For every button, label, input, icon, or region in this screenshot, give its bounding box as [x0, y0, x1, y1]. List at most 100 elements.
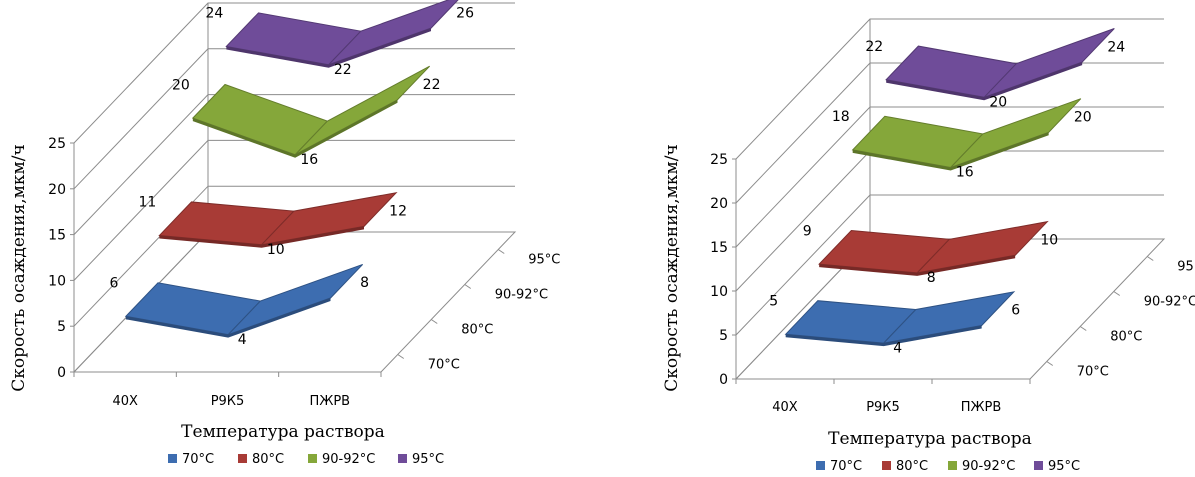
data-label: 6 [109, 276, 118, 292]
data-label: 20 [172, 77, 190, 93]
legend-swatch [816, 461, 825, 470]
ribbon-edge [886, 62, 1083, 101]
ribbon-segment [882, 291, 1016, 344]
legend: 70°C 80°C 90-92°C 95°C [168, 452, 444, 467]
data-label: 12 [389, 204, 407, 220]
legend-swatch [1034, 461, 1043, 470]
series-ribbon-1: 5 4 6 [769, 291, 1020, 356]
chart-1: 0 5 10 15 20 25 40X Р9К5 ПЖРВ 70°C 80°C 90-92°C 95°C… [9, 0, 560, 467]
series-ribbon-2: 9 8 10 [803, 220, 1058, 286]
x-tick-label: Р9К5 [866, 400, 900, 415]
x-axis-title: Температура раствора [181, 422, 385, 442]
ribbon-edge [125, 298, 331, 338]
legend-swatch [168, 454, 177, 463]
legend-swatch [398, 454, 407, 463]
x-axis-title: Температура раствора [828, 429, 1032, 449]
x-tick-label: ПЖРВ [310, 394, 351, 409]
y-tick-label: 0 [57, 365, 66, 381]
data-label: 22 [865, 39, 883, 55]
depth-tick-mark [430, 319, 438, 324]
y-tick-label: 5 [57, 319, 66, 335]
depth-tick-label: 70°C [1077, 365, 1109, 380]
legend-swatch [238, 454, 247, 463]
ribbon-edge [819, 255, 1016, 276]
legend-swatch [948, 461, 957, 470]
legend-label: 80°C [896, 459, 928, 474]
ribbon-edge [785, 325, 982, 347]
ribbon-edge [852, 132, 1049, 171]
depth-tick-label: 90-92°C [1144, 295, 1195, 310]
legend: 70°C 80°C 90-92°C 95°C [816, 459, 1080, 474]
data-label: 10 [267, 242, 285, 258]
y-axis-title: Скорость осаждения,мкм/ч [662, 144, 682, 391]
x-tick-label: Р9К5 [211, 394, 245, 409]
depth-tick-label: 90-92°C [495, 288, 548, 303]
x-tick-label: 40X [772, 400, 798, 415]
legend-label: 70°C [182, 452, 214, 467]
depth-tick-mark [1046, 361, 1054, 366]
x-tick-label: 40X [112, 394, 138, 409]
legend-swatch [308, 454, 317, 463]
data-label: 22 [334, 62, 352, 78]
depth-tick-label: 80°C [461, 323, 493, 338]
series-ribbon-4: 24 22 26 [206, 0, 474, 78]
depth-tick-label: 95°C [1177, 260, 1195, 275]
chart-2: 0 5 10 15 20 25 40X Р9К5 ПЖРВ 70°C 80°C 90-92°C 95°C… [662, 18, 1195, 474]
legend-label: 95°C [412, 452, 444, 467]
depth-tick-mark [464, 284, 472, 289]
data-label: 16 [956, 165, 974, 181]
legend-label: 90-92°C [322, 452, 375, 467]
depth-tick-mark [1113, 291, 1121, 296]
depth-tick-mark [397, 354, 405, 359]
ribbon-segment [260, 192, 398, 246]
depth-tick-label: 95°C [528, 253, 560, 268]
depth-tick-label: 80°C [1110, 330, 1142, 345]
y-tick-label: 20 [48, 182, 66, 198]
ribbon-segment [915, 220, 1049, 274]
y-tick-label: 5 [719, 328, 728, 344]
series-ribbon-2: 11 10 12 [139, 192, 407, 258]
depth-tick-mark [1079, 326, 1087, 331]
y-tick-label: 0 [719, 372, 728, 388]
depth-tick-mark [1146, 256, 1154, 261]
y-tick-label: 15 [710, 240, 728, 256]
ribbon-edge [226, 28, 432, 68]
y-tick-label: 15 [48, 228, 66, 244]
data-label: 6 [1011, 303, 1020, 319]
series-ribbon-4: 22 20 24 [865, 28, 1125, 111]
legend-swatch [882, 461, 891, 470]
data-label: 4 [238, 332, 247, 348]
legend-label: 80°C [252, 452, 284, 467]
y-tick-label: 25 [48, 136, 66, 152]
y-axis-title: Скорость осаждения,мкм/ч [9, 144, 29, 391]
ribbon-edge [159, 226, 365, 248]
legend-label: 95°C [1048, 459, 1080, 474]
series-ribbon-3: 18 16 20 [832, 98, 1092, 181]
data-label: 11 [139, 195, 157, 211]
y-tick-label: 10 [710, 284, 728, 300]
data-label: 24 [1107, 39, 1125, 55]
data-label: 5 [769, 294, 778, 310]
y-tick-label: 25 [710, 152, 728, 168]
ribbon-segment [294, 65, 431, 156]
y-tick-label: 20 [710, 196, 728, 212]
x-tick-label: ПЖРВ [961, 400, 1002, 415]
data-label: 20 [1074, 110, 1092, 126]
data-label: 16 [300, 152, 318, 168]
data-label: 9 [803, 223, 812, 239]
data-label: 26 [456, 5, 474, 21]
depth-tick-mark [497, 249, 505, 254]
data-label: 18 [832, 109, 850, 125]
data-label: 24 [206, 6, 224, 22]
legend-label: 90-92°C [962, 459, 1015, 474]
series-ribbon-3: 20 16 22 [172, 65, 441, 168]
ribbon-segment [328, 0, 459, 66]
y-tick-label: 10 [48, 273, 66, 289]
data-label: 8 [927, 270, 936, 286]
data-label: 22 [423, 77, 441, 93]
legend-label: 70°C [830, 459, 862, 474]
depth-tick-label: 70°C [428, 358, 460, 373]
data-label: 8 [360, 275, 369, 291]
data-label: 4 [893, 340, 902, 356]
